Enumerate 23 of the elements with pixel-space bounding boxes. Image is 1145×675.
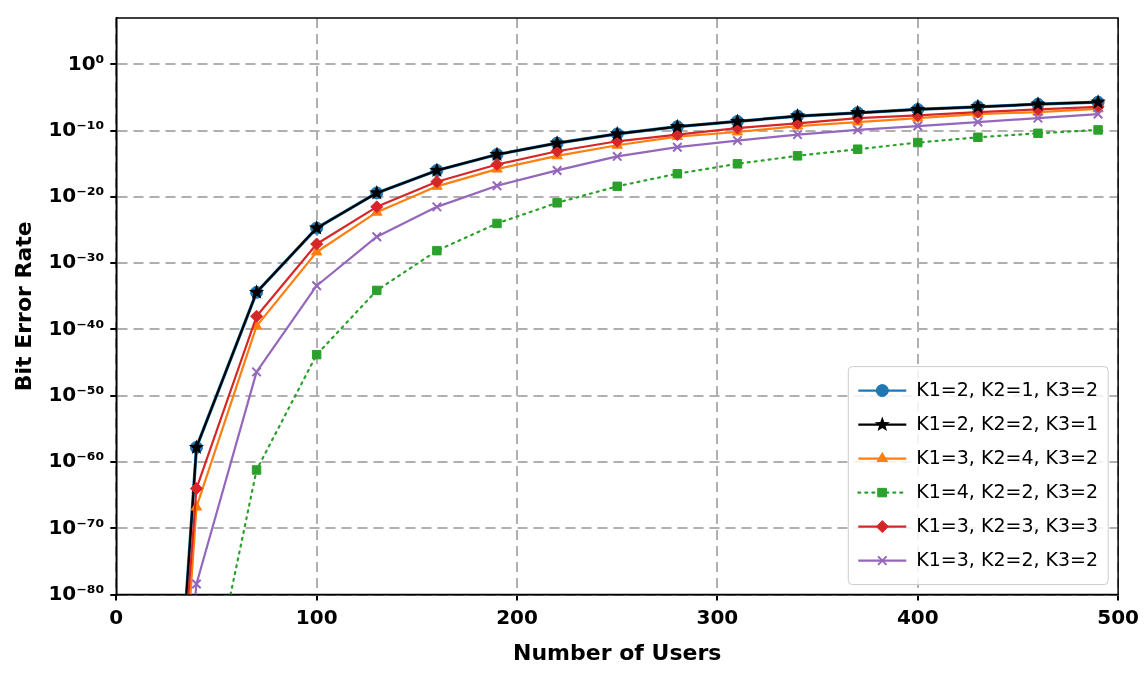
legend-label: K1=3, K2=4, K3=2 — [916, 445, 1099, 468]
x-tick-label: 500 — [1097, 604, 1139, 629]
legend-label: K1=4, K2=2, K3=2 — [916, 479, 1099, 502]
legend-label: K1=2, K2=1, K3=2 — [916, 377, 1099, 400]
x-tick-label: 400 — [896, 604, 939, 629]
y-tick-label: 10⁻⁷⁰ — [48, 514, 105, 539]
y-tick-label: 10⁻²⁰ — [48, 183, 105, 208]
x-tick-label: 0 — [109, 604, 124, 629]
y-tick-label: 10⁻⁵⁰ — [48, 381, 105, 406]
legend-label: K1=3, K2=3, K3=3 — [916, 513, 1099, 536]
legend-label: K1=2, K2=2, K3=1 — [916, 411, 1099, 434]
legend-label: K1=3, K2=2, K3=2 — [916, 547, 1099, 570]
x-tick-label: 100 — [295, 604, 338, 629]
y-axis-title: Bit Error Rate — [10, 221, 36, 392]
x-tick-label: 300 — [696, 604, 739, 629]
y-tick-label: 10⁻⁴⁰ — [48, 315, 105, 340]
y-tick-label: 10⁻⁶⁰ — [48, 448, 105, 473]
x-tick-label: 200 — [496, 604, 538, 629]
y-tick-label: 10⁻³⁰ — [48, 249, 105, 274]
y-tick-label: 10⁰ — [67, 50, 105, 75]
y-tick-label: 10⁻¹⁰ — [48, 116, 105, 141]
x-axis-title: Number of Users — [513, 639, 722, 665]
y-tick-label: 10⁻⁸⁰ — [48, 580, 105, 605]
